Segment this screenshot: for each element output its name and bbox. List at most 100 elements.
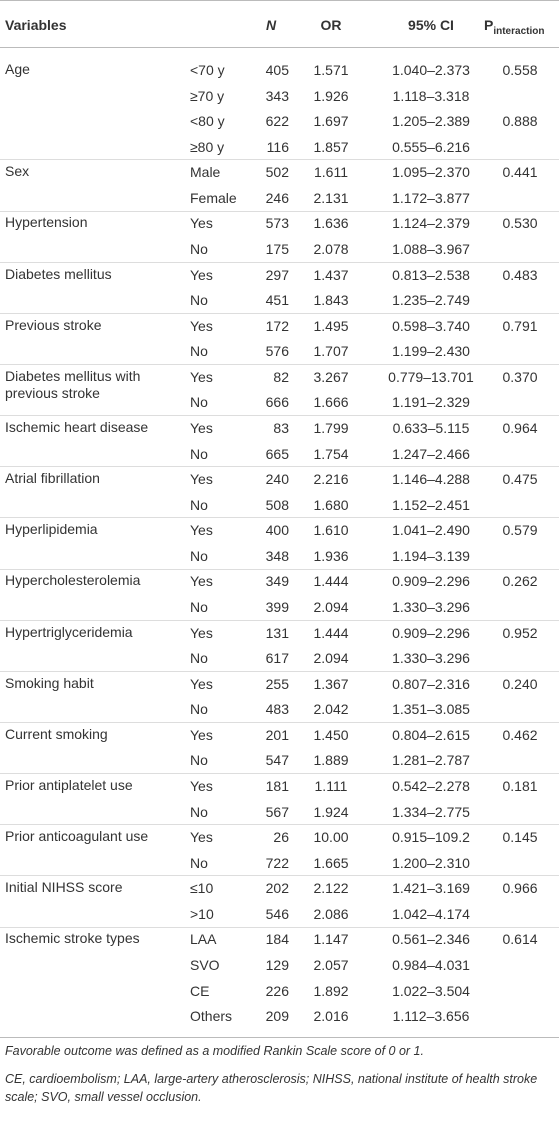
ci-cell: 1.172–3.877 [392, 189, 470, 206]
header-text: P [484, 17, 494, 33]
n-cell: 83 [273, 419, 289, 436]
variable-label: Ischemic stroke types [5, 930, 140, 947]
ci-cell: 1.235–2.749 [392, 292, 470, 309]
n-cell: 567 [265, 803, 289, 820]
subgroup: No [190, 701, 208, 718]
subgroup: ≤10 [190, 880, 214, 897]
variable-label: Hypercholesterolemia [5, 572, 141, 589]
subgroup: No [190, 445, 208, 462]
ci-cell: 1.247–2.466 [392, 445, 470, 462]
or-cell: 1.111 [314, 777, 348, 794]
n-cell: 722 [265, 854, 289, 871]
ci-cell: 1.042–4.174 [392, 905, 470, 922]
subgroup: Yes [190, 726, 213, 743]
subgroup: >10 [190, 905, 214, 922]
ci-cell: 0.779–13.701 [388, 368, 474, 385]
variable-label: Previous stroke [5, 316, 102, 333]
subgroup: No [190, 292, 208, 309]
group-rule [0, 620, 559, 621]
p-cell: 0.966 [502, 880, 538, 897]
or-cell: 1.754 [313, 445, 349, 462]
n-cell: 201 [265, 726, 289, 743]
ci-cell: 1.199–2.430 [392, 343, 470, 360]
p-cell: 0.483 [502, 266, 538, 283]
subgroup: No [190, 803, 208, 820]
or-cell: 1.926 [313, 87, 349, 104]
group-rule [0, 466, 559, 467]
n-cell: 209 [265, 1008, 289, 1025]
ci-cell: 1.281–2.787 [392, 752, 470, 769]
n-cell: 573 [265, 215, 289, 232]
or-cell: 1.892 [313, 982, 349, 999]
or-cell: 2.216 [313, 471, 349, 488]
ci-cell: 1.205–2.389 [392, 113, 470, 130]
n-cell: 175 [265, 240, 289, 257]
subgroup: Yes [190, 624, 213, 641]
header-cell: Variables [5, 17, 67, 33]
subgroup: Yes [190, 675, 213, 692]
p-cell: 0.964 [502, 419, 538, 436]
or-cell: 1.889 [313, 752, 349, 769]
subgroup: CE [190, 982, 210, 999]
group-rule [0, 262, 559, 263]
group-rule [0, 824, 559, 825]
subgroup: Yes [190, 215, 213, 232]
n-cell: 226 [265, 982, 289, 999]
subgroup: No [190, 752, 208, 769]
subgroup: <70 y [190, 62, 225, 78]
n-cell: 131 [265, 624, 289, 641]
header-cell: Pinteraction [484, 16, 544, 41]
or-cell: 2.016 [313, 1008, 349, 1025]
or-cell: 1.636 [313, 215, 349, 232]
ci-cell: 1.152–2.451 [392, 496, 470, 513]
ci-cell: 0.909–2.296 [392, 573, 470, 590]
variable-label: Sex [5, 163, 30, 180]
n-cell: 622 [265, 113, 289, 130]
footnote: CE, cardioembolism; LAA, large-artery at… [5, 1072, 538, 1104]
ci-cell: 0.915–109.2 [392, 829, 470, 846]
header-cell: OR [320, 17, 342, 33]
subgroup: Yes [190, 266, 213, 283]
n-cell: 547 [265, 752, 289, 769]
or-cell: 1.665 [313, 854, 349, 871]
ci-cell: 1.351–3.085 [392, 701, 470, 718]
ci-cell: 1.118–3.318 [392, 87, 470, 104]
ci-cell: 1.022–3.504 [392, 982, 470, 999]
p-cell: 0.888 [502, 113, 538, 130]
subgroup: <80 y [190, 113, 225, 130]
subgroup: Others [190, 1008, 233, 1025]
ci-cell: 1.088–3.967 [392, 240, 470, 257]
p-cell: 0.262 [502, 573, 538, 590]
or-cell: 1.857 [313, 138, 349, 155]
n-cell: 26 [273, 829, 289, 846]
group-rule [0, 415, 559, 416]
or-cell: 2.042 [313, 701, 349, 718]
variable-label: Age [5, 61, 30, 77]
subgroup: No [190, 240, 208, 257]
ci-cell: 0.633–5.115 [392, 419, 470, 436]
subgroup: Yes [190, 777, 213, 794]
header-cell: 95% CI [408, 17, 454, 33]
variable-label: Atrial fibrillation [5, 470, 100, 487]
or-cell: 2.122 [313, 880, 349, 897]
or-cell: 1.450 [313, 726, 349, 743]
ci-cell: 0.813–2.538 [392, 266, 470, 283]
or-cell: 1.666 [313, 394, 349, 411]
variable-label: Prior anticoagulant use [5, 828, 149, 845]
or-cell: 1.680 [313, 496, 349, 513]
subgroup: Yes [190, 829, 213, 846]
subgroup: No [190, 343, 208, 360]
n-cell: 129 [265, 956, 289, 973]
n-cell: 349 [265, 573, 289, 590]
variable-label: Hyperlipidemia [5, 521, 98, 538]
ci-cell: 1.200–2.310 [392, 854, 470, 871]
or-cell: 1.697 [313, 113, 349, 130]
p-cell: 0.475 [502, 471, 538, 488]
ci-cell: 1.040–2.373 [392, 62, 470, 78]
ci-cell: 0.598–3.740 [392, 317, 470, 334]
n-cell: 666 [265, 394, 289, 411]
footnote: Favorable outcome was defined as a modif… [5, 1044, 424, 1058]
n-cell: 343 [265, 87, 289, 104]
or-cell: 1.444 [313, 573, 349, 590]
n-cell: 240 [265, 471, 289, 488]
